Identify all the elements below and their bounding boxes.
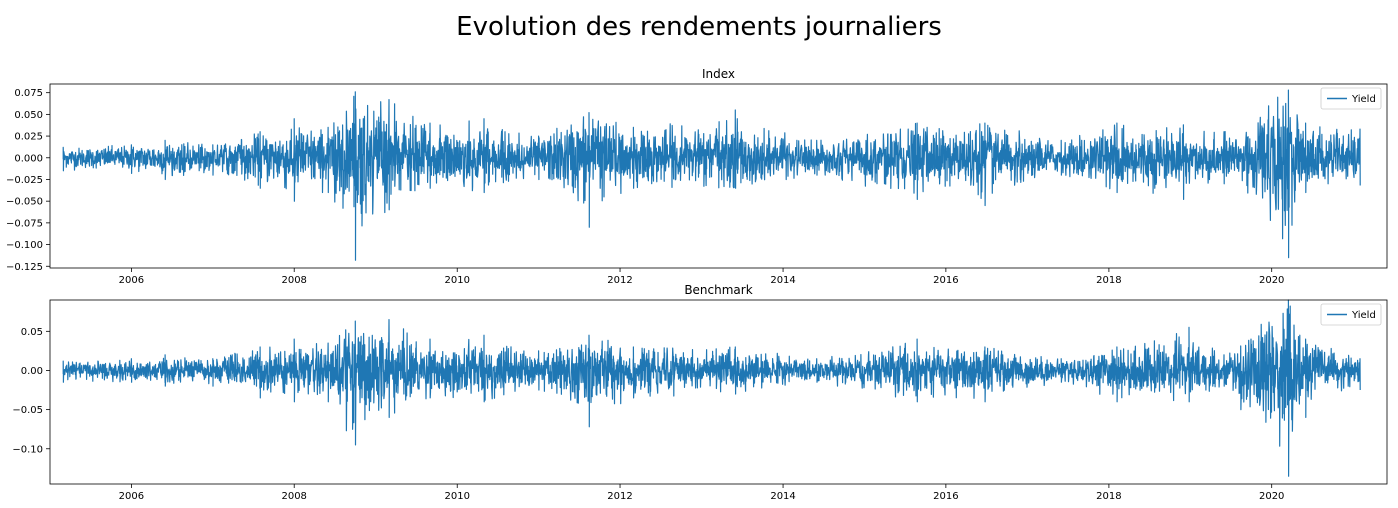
x-tick-label: 2020 [1259,275,1284,286]
x-tick-label: 2012 [607,275,632,286]
axes-frame [49,299,1388,485]
y-tick-label: 0.075 [14,88,43,99]
x-tick-label: 2006 [119,491,144,502]
x-tick-label: 2006 [119,275,144,286]
x-tick-label: 2014 [770,491,795,502]
axes-frame [49,83,1388,269]
legend-label: Yield [1351,310,1376,321]
axes-title: Benchmark [684,283,752,297]
y-tick-label: 0.050 [14,110,43,121]
x-tick-label: 2008 [281,491,306,502]
legend-box [1320,87,1382,110]
y-tick-label: −0.100 [6,240,43,251]
y-tick-label: −0.10 [12,444,43,455]
y-tick-label: −0.125 [6,262,43,273]
x-tick-label: 2016 [933,275,958,286]
x-tick-label: 2018 [1096,491,1121,502]
x-tick-label: 2018 [1096,275,1121,286]
benchmark-axes: Benchmark 2006 2008 2010 2012 2014 2016 2018 202… [12,283,1388,502]
x-tick-label: 2010 [445,275,470,286]
y-tick-label: −0.025 [6,175,43,186]
y-tick-label: −0.05 [12,405,43,416]
axes-title: Index [702,67,735,81]
y-tick-label: −0.075 [6,218,43,229]
legend-box [1320,303,1382,326]
y-tick-label: 0.05 [21,327,43,338]
x-tick-label: 2010 [445,491,470,502]
x-tick-label: 2014 [770,275,795,286]
x-tick-label: 2012 [607,491,632,502]
legend: Yield [1320,303,1382,326]
y-tick-label: 0.00 [21,366,43,377]
y-tick-label: 0.025 [14,132,43,143]
y-tick-label: 0.000 [14,153,43,164]
legend: Yield [1320,87,1382,110]
x-tick-label: 2016 [933,491,958,502]
x-tick-label: 2008 [281,275,306,286]
series-line-yield [62,299,1361,477]
legend-label: Yield [1351,94,1376,105]
x-tick-label: 2020 [1259,491,1284,502]
series-line-yield [62,89,1361,261]
y-tick-label: −0.050 [6,197,43,208]
figure-title: Evolution des rendements journaliers [456,12,942,42]
index-axes: Index 2006 2008 2010 2012 2014 2016 2018 2020 0.0… [6,67,1388,286]
